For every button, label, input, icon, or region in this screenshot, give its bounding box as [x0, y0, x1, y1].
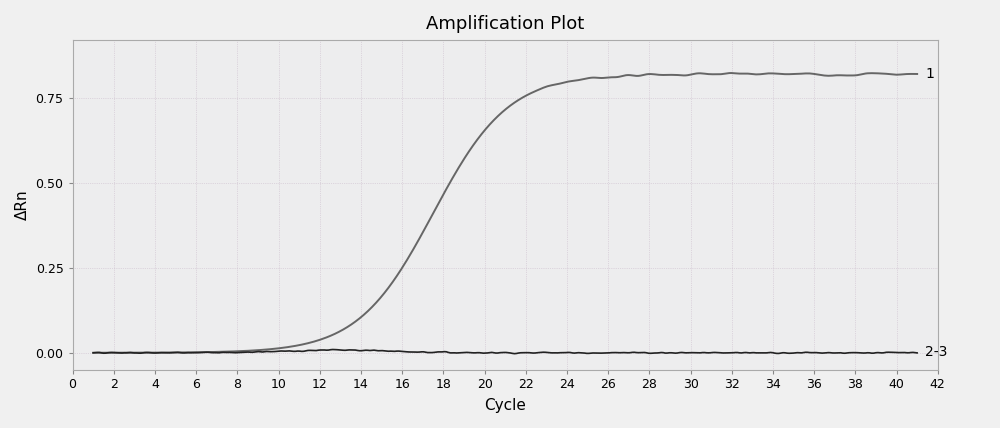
- Title: Amplification Plot: Amplification Plot: [426, 15, 584, 33]
- Y-axis label: ΔRn: ΔRn: [15, 190, 30, 220]
- X-axis label: Cycle: Cycle: [484, 398, 526, 413]
- Text: 2-3: 2-3: [925, 345, 948, 359]
- Text: 1: 1: [925, 67, 934, 81]
